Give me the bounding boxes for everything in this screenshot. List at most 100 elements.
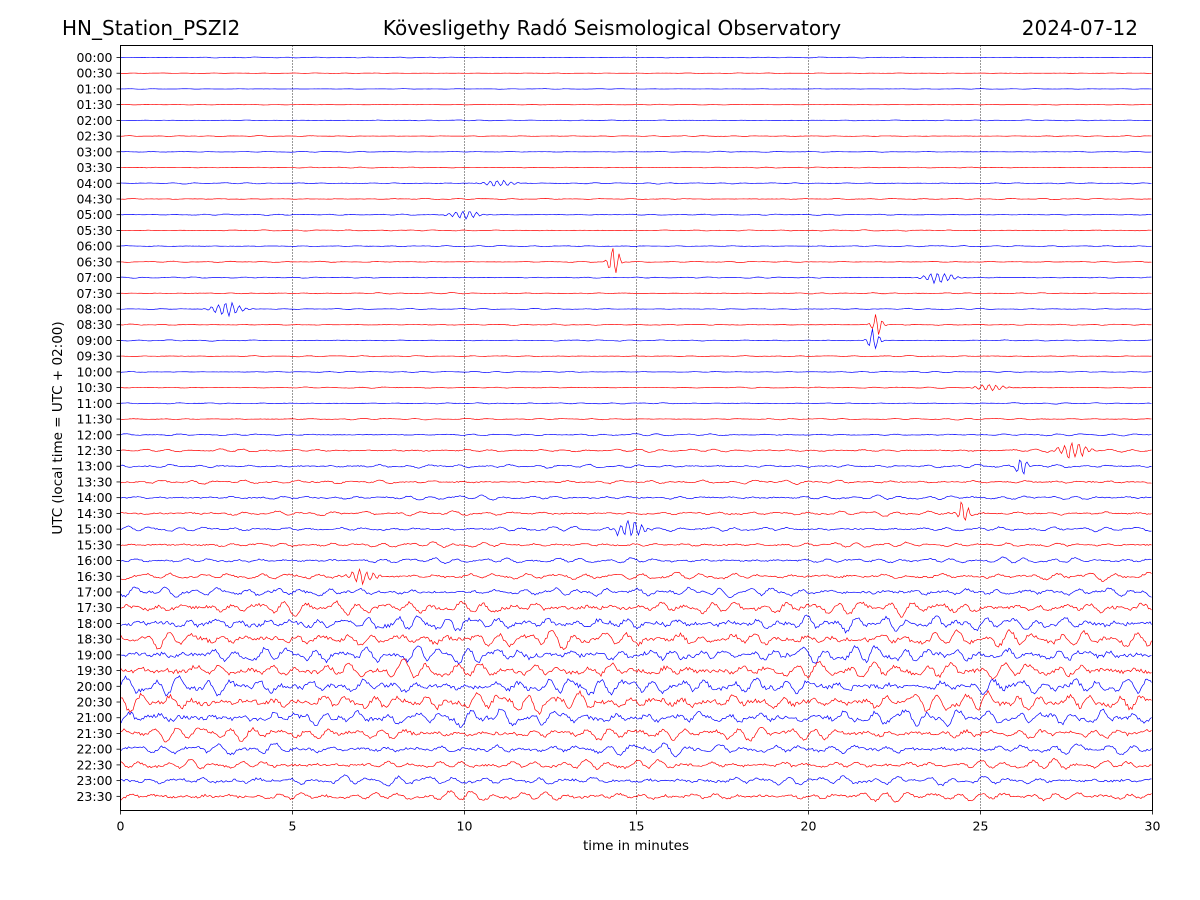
trace-2130	[120, 726, 1152, 743]
y-tick-label: 05:00	[76, 207, 112, 222]
trace-1830	[120, 629, 1152, 650]
trace-2230	[120, 757, 1152, 770]
chart-title: Kövesligethy Radó Seismological Observat…	[383, 16, 841, 40]
y-tick-label: 17:30	[76, 600, 112, 615]
y-tick-label: 11:00	[76, 396, 112, 411]
y-tick-label: 10:00	[76, 364, 112, 379]
y-tick-label: 00:30	[76, 66, 112, 81]
y-axis-ticks: 00:0000:3001:0001:3002:0002:3003:0003:30…	[76, 50, 121, 804]
y-tick-label: 14:00	[76, 490, 112, 505]
y-tick-label: 01:30	[76, 97, 112, 112]
trace-1100	[120, 402, 1152, 405]
trace-1630	[120, 567, 1152, 586]
y-tick-label: 14:30	[76, 506, 112, 521]
y-tick-label: 22:00	[76, 742, 112, 757]
y-tick-label: 16:30	[76, 569, 112, 584]
trace-0030	[120, 72, 1152, 74]
y-tick-label: 13:00	[76, 459, 112, 474]
x-tick-label: 0	[117, 819, 125, 834]
y-tick-label: 03:30	[76, 160, 112, 175]
y-tick-label: 20:00	[76, 679, 112, 694]
trace-0430	[120, 198, 1152, 201]
trace-1300	[120, 459, 1152, 475]
y-tick-label: 19:30	[76, 663, 112, 678]
x-tick-label: 10	[457, 819, 473, 834]
y-tick-label: 09:00	[76, 333, 112, 348]
trace-1400	[120, 494, 1152, 501]
trace-1730	[120, 600, 1152, 618]
y-tick-label: 18:00	[76, 616, 112, 631]
y-tick-label: 10:30	[76, 380, 112, 395]
trace-1530	[120, 541, 1152, 548]
y-tick-label: 08:00	[76, 302, 112, 317]
trace-0730	[120, 292, 1152, 295]
plot-frame	[120, 45, 1153, 811]
trace-1700	[120, 586, 1152, 598]
y-tick-label: 16:00	[76, 553, 112, 568]
y-tick-label: 19:00	[76, 647, 112, 662]
trace-2200	[120, 742, 1152, 758]
trace-0400	[120, 179, 1152, 187]
trace-0930	[120, 354, 1152, 358]
y-tick-label: 11:30	[76, 412, 112, 427]
trace-0700	[120, 273, 1152, 285]
y-tick-label: 23:30	[76, 789, 112, 804]
y-tick-label: 02:00	[76, 113, 112, 128]
trace-1430	[120, 501, 1152, 522]
y-tick-label: 07:30	[76, 286, 112, 301]
trace-1030	[120, 384, 1152, 392]
trace-0530	[120, 229, 1152, 232]
trace-0200	[120, 119, 1152, 122]
trace-1330	[120, 479, 1152, 485]
trace-2030	[120, 689, 1152, 716]
trace-1800	[120, 614, 1152, 634]
trace-0600	[120, 245, 1152, 248]
y-tick-label: 01:00	[76, 81, 112, 96]
trace-1230	[120, 441, 1152, 459]
trace-0330	[120, 166, 1152, 169]
trace-1900	[120, 645, 1152, 665]
trace-1200	[120, 433, 1152, 437]
y-tick-label: 21:30	[76, 726, 112, 741]
x-tick-label: 5	[289, 819, 297, 834]
y-tick-label: 06:30	[76, 254, 112, 269]
trace-1600	[120, 556, 1152, 564]
station-name: HN_Station_PSZI2	[62, 16, 240, 40]
trace-2000	[120, 675, 1152, 697]
x-axis-ticks: 0 5 10 15 20 25 30	[117, 810, 1161, 834]
y-tick-label: 15:00	[76, 522, 112, 537]
y-tick-label: 02:30	[76, 129, 112, 144]
y-tick-label: 12:30	[76, 443, 112, 458]
x-tick-label: 20	[801, 819, 817, 834]
y-tick-label: 08:30	[76, 317, 112, 332]
y-tick-label: 17:00	[76, 584, 112, 599]
chart-date: 2024-07-12	[1022, 16, 1138, 40]
y-tick-label: 23:00	[76, 773, 112, 788]
x-tick-label: 25	[973, 819, 989, 834]
trace-1500	[120, 519, 1152, 537]
y-axis-label: UTC (local time = UTC + 02:00)	[50, 321, 66, 534]
y-tick-label: 07:00	[76, 270, 112, 285]
grid-lines	[292, 45, 981, 811]
trace-0130	[120, 103, 1152, 106]
x-tick-label: 30	[1145, 819, 1161, 834]
x-tick-label: 15	[629, 819, 645, 834]
trace-0100	[120, 88, 1152, 90]
y-tick-label: 15:30	[76, 537, 112, 552]
y-tick-label: 09:30	[76, 349, 112, 364]
trace-0900	[120, 328, 1152, 350]
y-tick-label: 00:00	[76, 50, 112, 65]
trace-0500	[120, 210, 1152, 220]
trace-0800	[120, 301, 1152, 318]
y-tick-label: 04:00	[76, 176, 112, 191]
y-tick-label: 05:30	[76, 223, 112, 238]
traces-group	[120, 56, 1152, 803]
trace-0230	[120, 135, 1152, 137]
trace-0830	[120, 314, 1152, 335]
y-tick-label: 06:00	[76, 239, 112, 254]
trace-0300	[120, 150, 1152, 153]
y-tick-label: 12:00	[76, 427, 112, 442]
trace-2100	[120, 708, 1152, 728]
trace-2330	[120, 790, 1152, 803]
